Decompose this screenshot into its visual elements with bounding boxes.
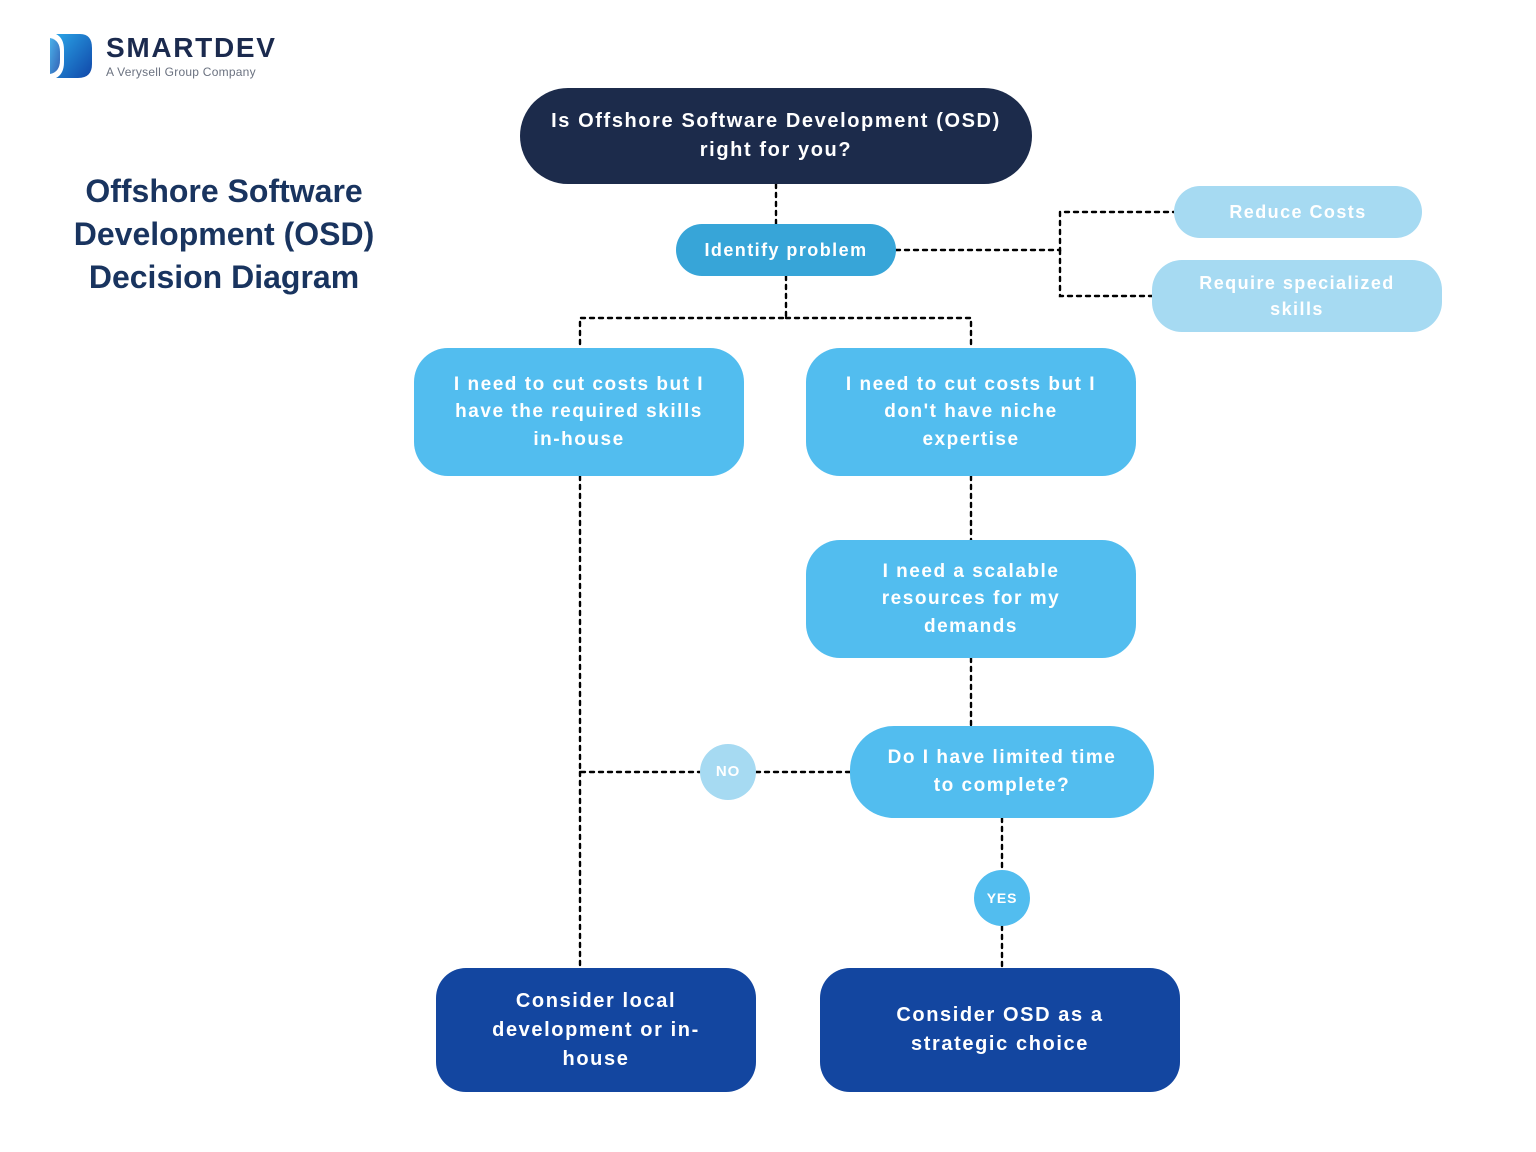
node-label: Consider local development or in-house	[464, 987, 728, 1074]
node-label: YES	[987, 888, 1018, 908]
diagram-title-line: Decision Diagram	[44, 256, 404, 299]
node-consider-local: Consider local development or in-house	[436, 968, 756, 1092]
node-label: Reduce Costs	[1229, 199, 1366, 225]
node-answer-no: NO	[700, 744, 756, 800]
node-label: I need a scalable resources for my deman…	[834, 558, 1108, 641]
node-scalable-resources: I need a scalable resources for my deman…	[806, 540, 1136, 658]
node-label: Require specialized skills	[1180, 270, 1414, 322]
logo-mark-icon	[50, 30, 92, 82]
connector-edge	[1060, 250, 1152, 296]
node-label: Is Offshore Software Development (OSD) r…	[548, 107, 1004, 165]
node-answer-yes: YES	[974, 870, 1030, 926]
node-limited-time: Do I have limited time to complete?	[850, 726, 1154, 818]
node-label: NO	[716, 761, 740, 783]
connector-edge	[896, 212, 1174, 250]
diagram-title: Offshore Software Development (OSD) Deci…	[44, 170, 404, 300]
connector-edge	[786, 318, 971, 348]
node-root-question: Is Offshore Software Development (OSD) r…	[520, 88, 1032, 184]
node-label: Consider OSD as a strategic choice	[848, 1001, 1152, 1059]
logo-brand-text: SMARTDEV	[106, 34, 277, 62]
node-label: I need to cut costs but I have the requi…	[442, 371, 716, 454]
node-require-skills: Require specialized skills	[1152, 260, 1442, 332]
node-no-niche: I need to cut costs but I don't have nic…	[806, 348, 1136, 476]
node-reduce-costs: Reduce Costs	[1174, 186, 1422, 238]
node-consider-osd: Consider OSD as a strategic choice	[820, 968, 1180, 1092]
node-label: Identify problem	[704, 237, 867, 263]
diagram-title-line: Development (OSD)	[44, 213, 404, 256]
node-have-skills: I need to cut costs but I have the requi…	[414, 348, 744, 476]
node-identify-problem: Identify problem	[676, 224, 896, 276]
logo-tagline-text: A Verysell Group Company	[106, 66, 277, 78]
connector-edge	[580, 276, 786, 348]
node-label: I need to cut costs but I don't have nic…	[834, 371, 1108, 454]
node-label: Do I have limited time to complete?	[878, 744, 1126, 799]
connector-edge	[580, 476, 700, 772]
brand-logo: SMARTDEV A Verysell Group Company	[50, 30, 277, 82]
diagram-title-line: Offshore Software	[44, 170, 404, 213]
